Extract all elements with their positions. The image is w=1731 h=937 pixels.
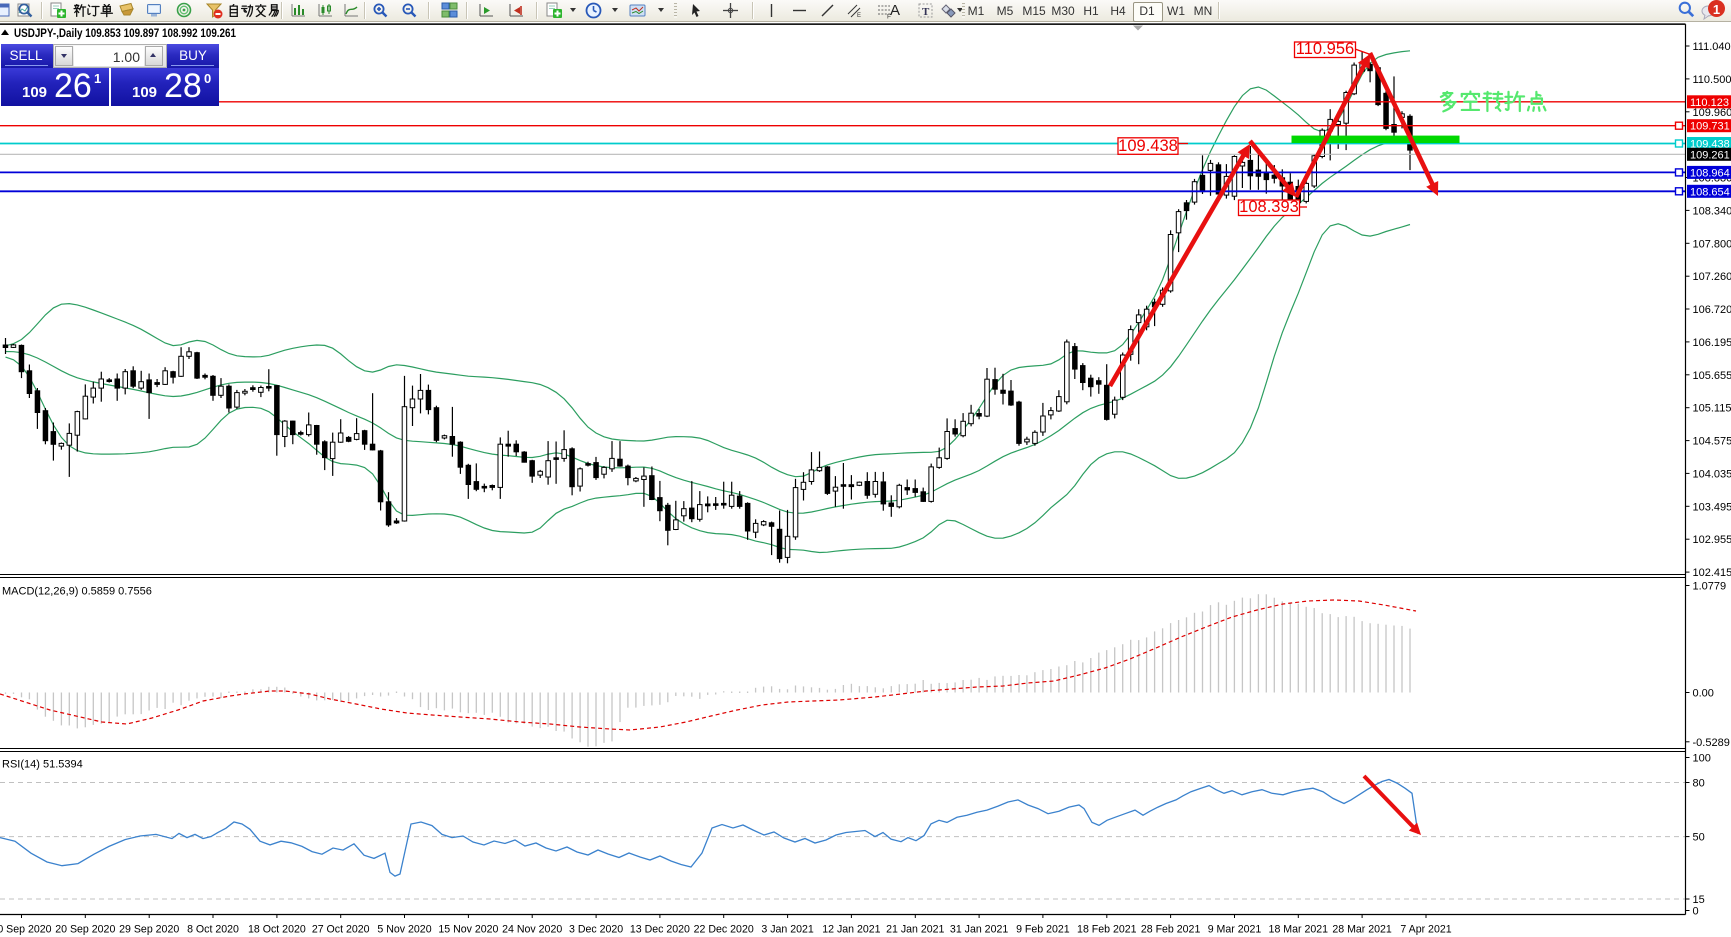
svg-text:3 Jan 2021: 3 Jan 2021 bbox=[761, 924, 814, 936]
svg-text:20 Sep 2020: 20 Sep 2020 bbox=[55, 924, 115, 936]
svg-text:106.720: 106.720 bbox=[1693, 304, 1731, 316]
svg-text:29 Sep 2020: 29 Sep 2020 bbox=[119, 924, 179, 936]
svg-text:110.956: 110.956 bbox=[1296, 40, 1354, 58]
svg-text:110.123: 110.123 bbox=[1690, 97, 1729, 109]
svg-text:80: 80 bbox=[1693, 778, 1705, 790]
svg-text:0.00: 0.00 bbox=[1693, 688, 1714, 700]
svg-text:105.115: 105.115 bbox=[1693, 403, 1731, 415]
svg-text:10 Sep 2020: 10 Sep 2020 bbox=[0, 924, 52, 936]
svg-text:109.731: 109.731 bbox=[1690, 121, 1730, 133]
svg-text:109.261: 109.261 bbox=[1690, 149, 1730, 161]
svg-text:109.438: 109.438 bbox=[1690, 139, 1730, 151]
svg-text:27 Oct 2020: 27 Oct 2020 bbox=[312, 924, 370, 936]
svg-text:7 Apr 2021: 7 Apr 2021 bbox=[1400, 924, 1451, 936]
svg-text:102.955: 102.955 bbox=[1693, 534, 1731, 546]
svg-text:107.260: 107.260 bbox=[1693, 271, 1731, 283]
svg-text:102.415: 102.415 bbox=[1693, 567, 1731, 579]
svg-text:12 Jan 2021: 12 Jan 2021 bbox=[822, 924, 880, 936]
svg-text:31 Jan 2021: 31 Jan 2021 bbox=[950, 924, 1008, 936]
svg-text:100: 100 bbox=[1693, 753, 1711, 765]
svg-text:103.495: 103.495 bbox=[1693, 501, 1731, 513]
svg-text:109.438: 109.438 bbox=[1118, 137, 1178, 155]
svg-text:MACD(12,26,9) 0.5859 0.7556: MACD(12,26,9) 0.5859 0.7556 bbox=[2, 586, 152, 598]
svg-text:F: F bbox=[887, 14, 891, 20]
svg-text:108.964: 108.964 bbox=[1690, 167, 1730, 179]
svg-text:109.960: 109.960 bbox=[1693, 107, 1731, 119]
svg-text:3 Dec 2020: 3 Dec 2020 bbox=[569, 924, 623, 936]
svg-text:T: T bbox=[922, 6, 930, 18]
svg-text:5 Nov 2020: 5 Nov 2020 bbox=[377, 924, 431, 936]
svg-text:108.393: 108.393 bbox=[1239, 198, 1299, 216]
svg-text:1.0779: 1.0779 bbox=[1693, 581, 1727, 593]
svg-text:18 Mar 2021: 18 Mar 2021 bbox=[1269, 924, 1329, 936]
svg-text:108.654: 108.654 bbox=[1690, 186, 1730, 198]
svg-text:E: E bbox=[857, 13, 861, 19]
svg-text:13 Dec 2020: 13 Dec 2020 bbox=[630, 924, 690, 936]
svg-text:111.040: 111.040 bbox=[1693, 41, 1731, 53]
svg-text:105.655: 105.655 bbox=[1693, 370, 1731, 382]
svg-text:104.575: 104.575 bbox=[1693, 436, 1731, 448]
svg-text:RSI(14) 51.5394: RSI(14) 51.5394 bbox=[2, 759, 83, 771]
svg-text:9 Mar 2021: 9 Mar 2021 bbox=[1208, 924, 1262, 936]
svg-text:106.195: 106.195 bbox=[1693, 337, 1731, 349]
svg-text:18 Oct 2020: 18 Oct 2020 bbox=[248, 924, 306, 936]
svg-text:108.340: 108.340 bbox=[1693, 205, 1731, 217]
svg-text:28 Feb 2021: 28 Feb 2021 bbox=[1141, 924, 1201, 936]
svg-text:15: 15 bbox=[1693, 894, 1705, 906]
svg-text:9 Feb 2021: 9 Feb 2021 bbox=[1016, 924, 1070, 936]
svg-text:8 Oct 2020: 8 Oct 2020 bbox=[187, 924, 239, 936]
svg-text:110.500: 110.500 bbox=[1693, 74, 1731, 86]
svg-text:50: 50 bbox=[1693, 832, 1705, 844]
svg-text:18 Feb 2021: 18 Feb 2021 bbox=[1077, 924, 1137, 936]
svg-text:USDJPY-,Daily 109.853 109.897: USDJPY-,Daily 109.853 109.897 108.992 10… bbox=[14, 28, 237, 40]
svg-text:28 Mar 2021: 28 Mar 2021 bbox=[1332, 924, 1392, 936]
svg-text:107.800: 107.800 bbox=[1693, 238, 1731, 250]
svg-text:104.035: 104.035 bbox=[1693, 468, 1731, 480]
svg-text:24 Nov 2020: 24 Nov 2020 bbox=[502, 924, 562, 936]
svg-text:21 Jan 2021: 21 Jan 2021 bbox=[886, 924, 944, 936]
svg-text:0: 0 bbox=[1693, 906, 1699, 918]
svg-text:-0.5289: -0.5289 bbox=[1693, 737, 1730, 749]
svg-text:22 Dec 2020: 22 Dec 2020 bbox=[694, 924, 754, 936]
svg-text:15 Nov 2020: 15 Nov 2020 bbox=[438, 924, 498, 936]
